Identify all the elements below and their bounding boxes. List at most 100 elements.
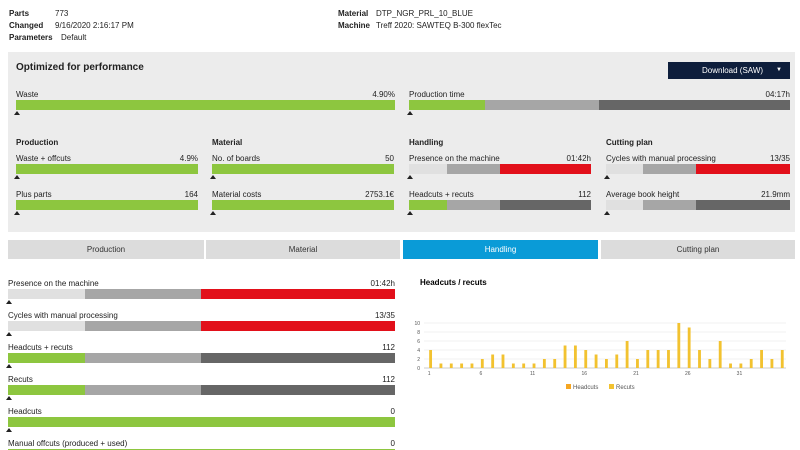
bar-segment: [409, 200, 448, 210]
marker: [6, 428, 12, 432]
bar: [646, 350, 650, 368]
metric-label: Presence on the machine: [8, 279, 99, 288]
tab[interactable]: Cutting plan: [601, 240, 795, 259]
bar: [460, 363, 464, 368]
metric-value: 13/35: [374, 311, 395, 320]
metric-label: Headcuts + recuts: [8, 343, 73, 352]
section-title: Material: [212, 138, 243, 147]
download-button[interactable]: Download (SAW) ▼: [668, 62, 790, 79]
bar: [615, 354, 619, 368]
bar: [573, 345, 577, 368]
metric-value: 4.9%: [179, 154, 198, 163]
button-label: Download (SAW): [702, 66, 764, 75]
x-tick-label: 6: [479, 371, 482, 377]
metric-value: 21.9mm: [761, 190, 790, 199]
y-tick-label: 8: [417, 330, 420, 336]
marker: [604, 211, 610, 215]
metric-label: Presence on the machine: [409, 154, 500, 163]
marker: [210, 175, 216, 179]
legend-swatch: [566, 384, 571, 389]
bar: [760, 350, 763, 368]
metric-value: 0: [390, 439, 395, 448]
x-tick-label: 31: [737, 371, 743, 377]
bar: [429, 350, 433, 368]
metric-label: Headcuts + recuts: [409, 190, 474, 199]
metric-value: 2753.1€: [365, 190, 394, 199]
dropdown-caret: ▼: [776, 67, 782, 73]
tab[interactable]: Handling: [403, 240, 598, 259]
bar-segment: [447, 200, 500, 210]
metric-label: Headcuts: [8, 407, 42, 416]
bar-segment: [8, 321, 86, 331]
metric-label: No. of boards: [212, 154, 261, 163]
progress-bar: [606, 164, 790, 174]
progress-bar: [606, 200, 790, 210]
progress-bar: [16, 200, 198, 210]
marker: [407, 175, 413, 179]
bar-segment: [85, 289, 202, 299]
value: 9/16/2020 2:16:17 PM: [55, 21, 134, 30]
legend-label: Headcuts: [573, 385, 598, 391]
progress-bar: [409, 164, 591, 174]
bar-segment: [696, 164, 790, 174]
bar: [625, 341, 629, 368]
bar-segment: [499, 164, 591, 174]
progress-bar: [16, 100, 395, 110]
x-tick-label: 16: [582, 371, 588, 377]
metric-label: Cycles with manual processing: [606, 154, 716, 163]
x-tick-label: 26: [685, 371, 691, 377]
marker: [210, 211, 216, 215]
progress-bar: [409, 200, 591, 210]
metric-label: Material costs: [212, 190, 262, 199]
bar-segment: [485, 100, 600, 110]
bar: [594, 354, 598, 368]
metric-value: 50: [385, 154, 394, 163]
bar: [780, 350, 784, 368]
y-tick-label: 2: [417, 357, 420, 363]
bar: [605, 359, 608, 368]
progress-bar: [409, 100, 790, 110]
marker: [14, 175, 20, 179]
progress-bar: [212, 200, 394, 210]
bar: [491, 354, 495, 368]
bar-segment: [599, 100, 790, 110]
bar: [667, 350, 670, 368]
metric-label: Waste: [16, 90, 39, 99]
metric-value: 01:42h: [566, 154, 591, 163]
legend-swatch: [609, 384, 614, 389]
metric-value: 01:42h: [370, 279, 395, 288]
metric-value: 164: [184, 190, 198, 199]
metric-label: Cycles with manual processing: [8, 311, 118, 320]
section-title: Cutting plan: [606, 138, 653, 147]
marker: [6, 332, 12, 336]
bar: [439, 363, 443, 368]
label: Changed: [9, 21, 44, 30]
y-tick-label: 10: [414, 321, 420, 327]
progress-bar: [8, 417, 395, 427]
bar-segment: [8, 289, 86, 299]
progress-bar: [212, 164, 394, 174]
bar-segment: [16, 164, 198, 174]
metric-value: 112: [382, 343, 395, 352]
progress-bar: [8, 353, 395, 363]
x-tick-label: 11: [530, 371, 535, 377]
bar-segment: [212, 164, 394, 174]
y-tick-label: 4: [417, 348, 420, 354]
bar: [542, 359, 546, 368]
bar: [718, 341, 722, 368]
tab[interactable]: Material: [206, 240, 400, 259]
metric-value: 13/35: [769, 154, 790, 163]
metric-value: 112: [578, 190, 591, 199]
bar-segment: [409, 100, 486, 110]
tab[interactable]: Production: [8, 240, 204, 259]
bar-segment: [16, 200, 198, 210]
metric-label: Waste + offcuts: [16, 154, 71, 163]
bar-segment: [201, 321, 395, 331]
marker: [14, 211, 20, 215]
metric-label: Manual offcuts (produced + used): [8, 439, 128, 448]
y-tick-label: 6: [417, 339, 420, 345]
bar: [739, 363, 743, 368]
metric-label: Average book height: [606, 190, 680, 199]
bar: [636, 359, 639, 368]
